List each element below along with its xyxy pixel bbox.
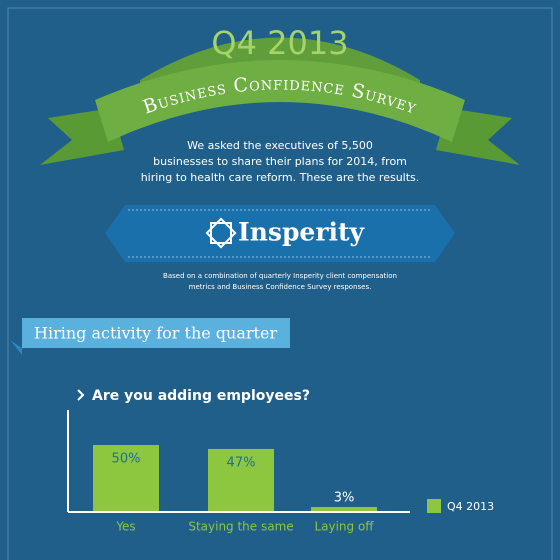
section-title: Hiring activity for the quarter <box>34 324 277 343</box>
frame <box>7 7 553 560</box>
legend-swatch <box>427 499 441 513</box>
bar <box>208 448 274 511</box>
bar <box>311 507 377 511</box>
legend-label: Q4 2013 <box>447 500 494 513</box>
x-tick-label: Laying off <box>314 520 374 534</box>
note-line: Based on a combination of quarterly Insp… <box>163 272 397 280</box>
value-label: 3% <box>334 491 355 506</box>
banner-top <box>140 37 420 100</box>
value-label: 50% <box>112 452 141 467</box>
brand-icon <box>205 217 237 249</box>
quarter: Q4 2013 <box>211 24 348 62</box>
brand-name: Insperity <box>238 218 366 247</box>
brand-ribbon <box>105 205 455 262</box>
bar <box>93 445 159 511</box>
intro-line: We asked the executives of 5,500 <box>187 139 373 152</box>
value-label: 47% <box>227 455 256 470</box>
banner-ribbon <box>95 60 465 142</box>
section-fold <box>10 340 22 355</box>
x-tick-label: Yes <box>115 520 135 534</box>
intro-line: hiring to health care reform. These are … <box>141 171 420 184</box>
chart-title: Are you adding employees? <box>92 388 310 404</box>
note-line: metrics and Business Confidence Survey r… <box>189 283 372 291</box>
x-tick-label: Staying the same <box>188 520 293 534</box>
intro-line: businesses to share their plans for 2014… <box>153 155 407 168</box>
title-chevron <box>77 389 85 401</box>
section-bar <box>22 318 290 348</box>
